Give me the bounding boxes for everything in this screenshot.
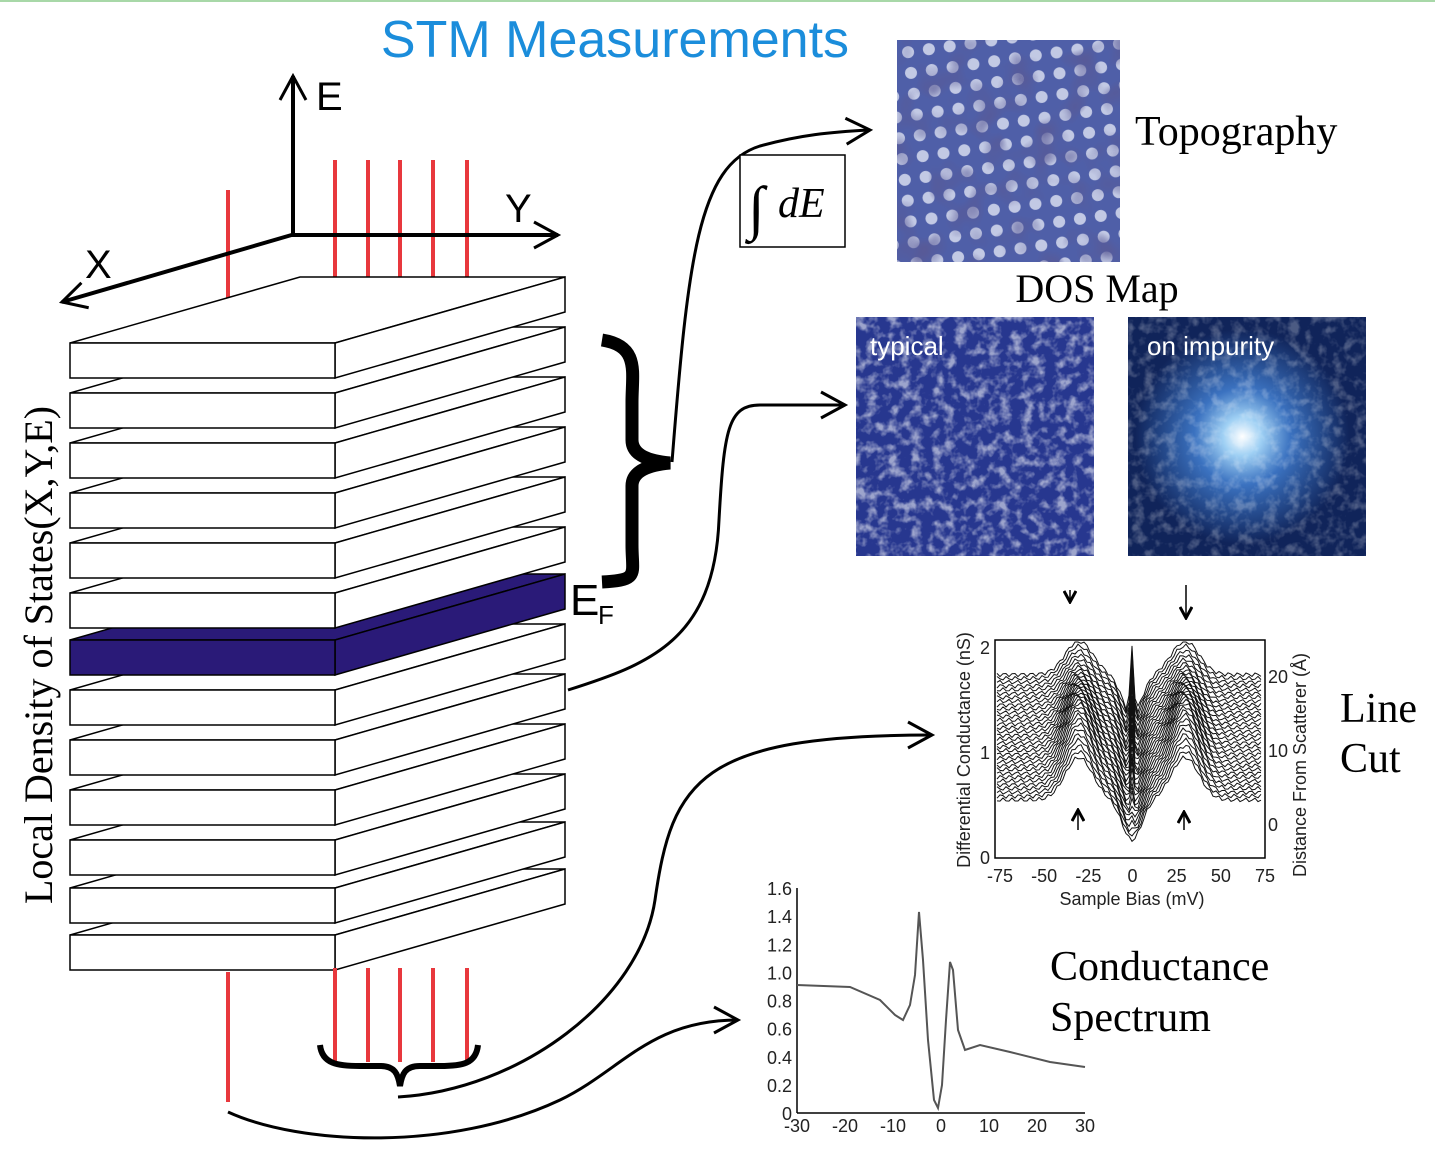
x-tick-label: 25 <box>1167 866 1187 886</box>
slide: STM Measurements E Y X Local Density of … <box>0 0 1435 1153</box>
topography-image <box>897 40 1120 262</box>
y-tick-label: 1.6 <box>767 879 792 899</box>
x-tick-label: 50 <box>1211 866 1231 886</box>
y-axis-title: Differential Conductance (nS) <box>954 632 974 868</box>
slab-front <box>70 593 335 628</box>
slab-front <box>70 935 335 970</box>
slab-front <box>70 840 335 875</box>
slab-front <box>70 493 335 528</box>
slab-front <box>70 740 335 775</box>
slab-front <box>70 443 335 478</box>
slab-front <box>70 543 335 578</box>
fermi-subscript: F <box>598 600 614 630</box>
y2-axis-title: Distance From Scatterer (Å) <box>1290 653 1310 877</box>
slab-front <box>70 343 335 378</box>
dos-impurity-label: on impurity <box>1147 331 1274 361</box>
x-axis-title: Sample Bias (mV) <box>1059 889 1204 909</box>
topography-label: Topography <box>1135 109 1337 155</box>
dos-typical-label: typical <box>870 331 944 361</box>
image-texture <box>897 40 1120 262</box>
y2-tick-label: 20 <box>1268 667 1288 687</box>
y-tick-label: 2 <box>980 638 990 658</box>
dos-map-title: DOS Map <box>1015 266 1178 311</box>
y-tick-label: 1.0 <box>767 963 792 983</box>
y-axis-label: Y <box>505 187 532 231</box>
line-cut-label: Line <box>1340 686 1417 732</box>
x-tick-label: 0 <box>1127 866 1137 886</box>
x-tick-label: 75 <box>1255 866 1275 886</box>
stack-label: Local Density of States(X,Y,E) <box>16 406 61 904</box>
slab-front <box>70 790 335 825</box>
y-tick-label: 1.4 <box>767 907 792 927</box>
line-cut-label: Cut <box>1340 736 1401 782</box>
slab-front <box>70 640 335 675</box>
y2-tick-label: 10 <box>1268 741 1288 761</box>
y-tick-label: 1.2 <box>767 935 792 955</box>
y-tick-label: 0.8 <box>767 992 792 1012</box>
spectrum-label: Spectrum <box>1050 995 1211 1041</box>
e-axis-label: E <box>316 75 343 119</box>
y-tick-label: 0.6 <box>767 1020 792 1040</box>
spectrum-label: Conductance <box>1050 944 1269 990</box>
x-axis-label: X <box>85 243 112 287</box>
y-tick-label: 1 <box>980 743 990 763</box>
energy-slab-stack <box>70 277 565 970</box>
x-tick-label: -75 <box>987 866 1013 886</box>
y-tick-label: 0 <box>782 1104 792 1124</box>
x-tick-label: 10 <box>979 1116 999 1136</box>
x-tick-label: 0 <box>936 1116 946 1136</box>
y-tick-label: 0 <box>980 848 990 868</box>
x-tick-label: -10 <box>880 1116 906 1136</box>
slab-front <box>70 888 335 923</box>
slab-front <box>70 690 335 725</box>
y-tick-label: 0.2 <box>767 1076 792 1096</box>
x-tick-label: -20 <box>832 1116 858 1136</box>
fermi-symbol: E <box>570 576 599 625</box>
x-tick-label: 20 <box>1027 1116 1047 1136</box>
integral-text: dE <box>778 181 825 227</box>
y-tick-label: 0.4 <box>767 1048 792 1068</box>
x-tick-label: 30 <box>1075 1116 1095 1136</box>
slide-title: STM Measurements <box>381 11 849 69</box>
x-tick-label: -50 <box>1031 866 1057 886</box>
y2-tick-label: 0 <box>1268 815 1278 835</box>
slab-front <box>70 393 335 428</box>
x-tick-label: -25 <box>1075 866 1101 886</box>
